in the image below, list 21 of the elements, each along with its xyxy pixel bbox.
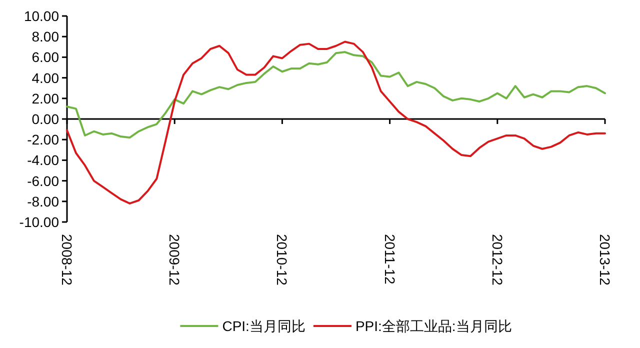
y-tick-label: -4.00 — [27, 152, 60, 168]
x-tick-label: 2013-12 — [597, 234, 613, 286]
y-tick-label: -8.00 — [27, 193, 60, 210]
x-tick-label: 2012-12 — [489, 234, 506, 286]
y-tick-label: 6.00 — [32, 49, 60, 66]
x-tick-label: 2008-12 — [59, 234, 75, 286]
x-tick-label: 2009-12 — [166, 234, 183, 286]
y-tick-label: 10.00 — [24, 8, 60, 24]
y-tick-label: 0.00 — [32, 111, 60, 127]
line-series — [66, 51, 606, 139]
y-tick-label: 8.00 — [32, 28, 60, 45]
y-tick-label: -10.00 — [19, 214, 60, 230]
y-tick-label: 4.00 — [32, 70, 60, 86]
y-tick-label: -6.00 — [27, 172, 60, 189]
y-tick-label: -2.00 — [27, 132, 60, 148]
legend-label: PPI:全部工业品:当月同比 — [355, 318, 512, 334]
line-series — [66, 40, 606, 204]
x-tick-label: 2011-12 — [382, 234, 398, 285]
x-tick-label: 2010-12 — [274, 234, 290, 286]
y-tick-label: 2.00 — [32, 90, 60, 106]
legend-label: CPI:当月同比 — [222, 318, 306, 334]
